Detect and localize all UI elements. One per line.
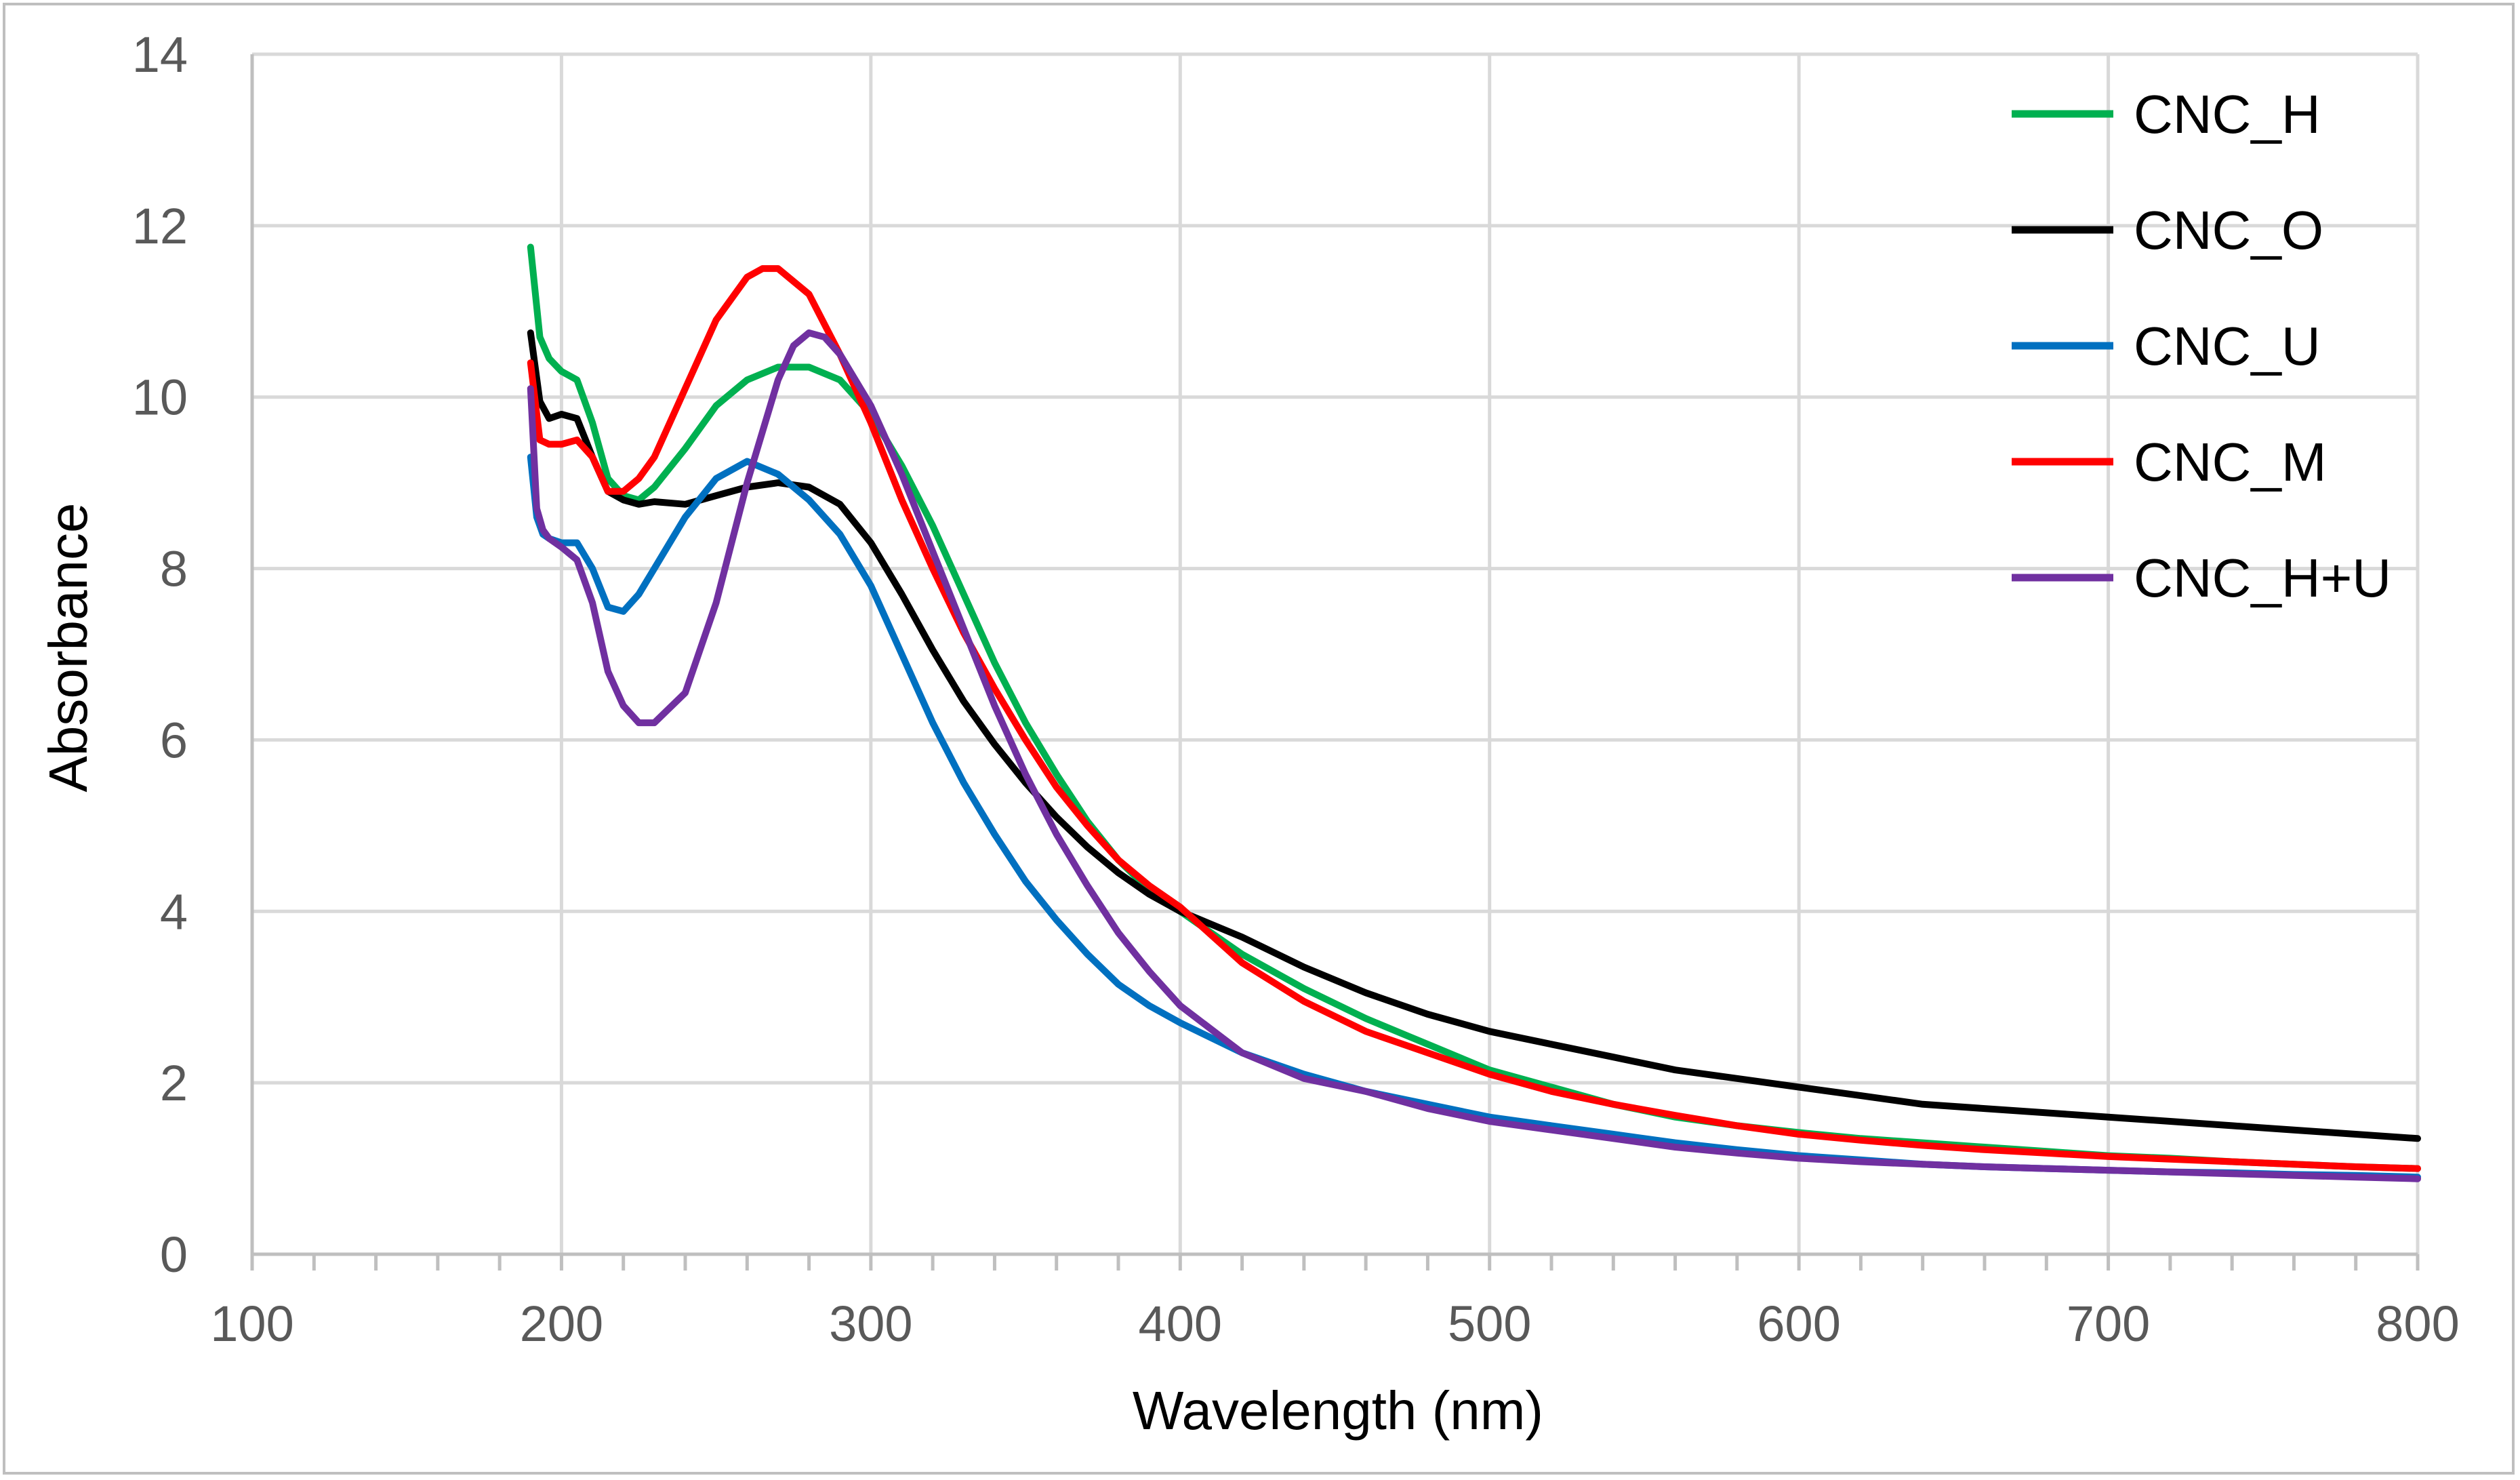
grid: [252, 52, 2420, 1254]
legend: CNC_H CNC_O CNC_U CNC_M CNC_H+U: [2012, 84, 2391, 608]
x-tick-label: 200: [520, 1296, 603, 1352]
y-tick-label: 6: [160, 712, 188, 768]
series-line-cnc-h-u: [527, 329, 2421, 1182]
y-tick-label: 2: [160, 1055, 188, 1111]
x-tick-label: 600: [1757, 1296, 1840, 1352]
x-tick-label: 800: [2376, 1296, 2459, 1352]
x-tick-label: 400: [1139, 1296, 1222, 1352]
legend-label-cnc-h-u: CNC_H+U: [2134, 548, 2391, 608]
y-tick-label: 4: [160, 883, 188, 940]
y-axis-title: Absorbance: [38, 503, 98, 793]
series-lines: [527, 243, 2421, 1182]
x-tick-label: 500: [1448, 1296, 1531, 1352]
x-tick-label: 700: [2067, 1296, 2150, 1352]
legend-label-cnc-u: CNC_U: [2134, 316, 2321, 376]
y-tick-label: 12: [132, 198, 188, 254]
legend-label-cnc-h: CNC_H: [2134, 84, 2321, 144]
y-tick-label: 0: [160, 1226, 188, 1283]
x-axis-title: Wavelength (nm): [1133, 1380, 1543, 1441]
series-line-cnc-m: [527, 265, 2421, 1172]
tick-labels: 0 2 4 6 8 10 12 14 100 200 300 400 500 600 700 800: [132, 26, 2460, 1352]
legend-label-cnc-m: CNC_M: [2134, 432, 2326, 492]
y-tick-label: 14: [132, 26, 188, 83]
y-tick-label: 10: [132, 369, 188, 426]
series-line-cnc-o: [527, 329, 2421, 1142]
axes: [250, 54, 2420, 1271]
x-tick-label: 100: [210, 1296, 293, 1352]
legend-label-cnc-o: CNC_O: [2134, 200, 2323, 260]
y-tick-label: 8: [160, 541, 188, 597]
x-tick-label: 300: [829, 1296, 912, 1352]
